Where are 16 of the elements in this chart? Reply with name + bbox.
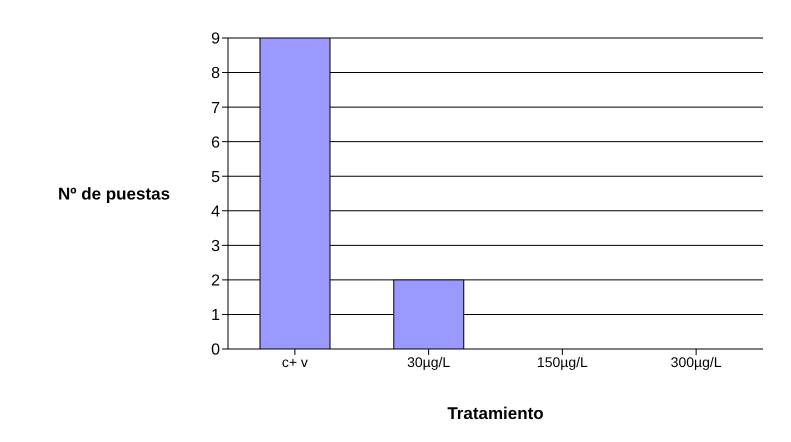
y-tick-label: 7 <box>211 100 220 117</box>
y-tick-label: 1 <box>211 307 220 324</box>
y-tick-label: 8 <box>211 65 220 82</box>
y-tick-label: 5 <box>211 168 220 186</box>
y-tick-label: 2 <box>211 272 220 290</box>
x-tick-label: 300µg/L <box>670 354 722 370</box>
y-tick-label: 3 <box>211 238 220 256</box>
y-axis-title: Nº de puestas <box>58 184 170 204</box>
x-axis-title: Tratamiento <box>447 404 544 423</box>
y-tick-label: 4 <box>211 203 220 220</box>
x-tick-label: c+ v <box>282 354 308 370</box>
y-tick-label: 0 <box>211 342 220 359</box>
x-tick-label: 30µg/L <box>407 354 450 370</box>
y-tick-label: 6 <box>211 134 220 152</box>
x-tick-label: 150µg/L <box>536 354 588 370</box>
y-tick-label: 9 <box>211 30 220 48</box>
